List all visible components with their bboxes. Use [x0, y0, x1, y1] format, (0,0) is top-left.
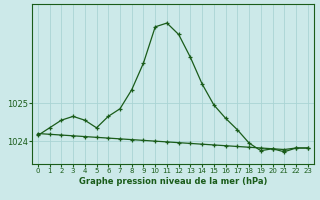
X-axis label: Graphe pression niveau de la mer (hPa): Graphe pression niveau de la mer (hPa) — [79, 177, 267, 186]
